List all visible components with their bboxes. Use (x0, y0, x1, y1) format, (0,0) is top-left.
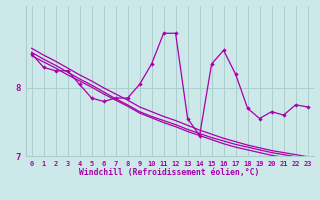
X-axis label: Windchill (Refroidissement éolien,°C): Windchill (Refroidissement éolien,°C) (79, 168, 260, 177)
